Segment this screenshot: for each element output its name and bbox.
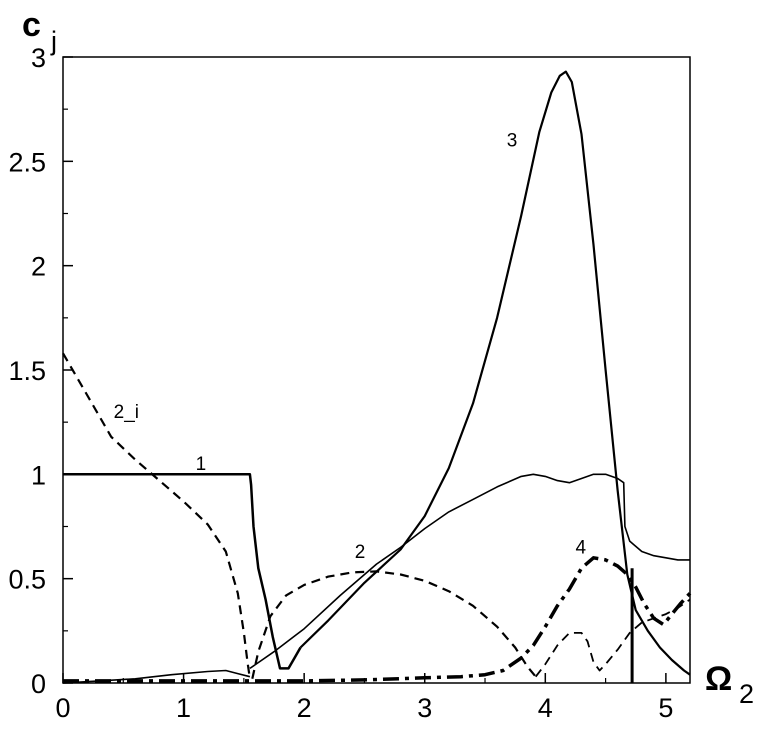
x-tick-label: 2 bbox=[297, 693, 312, 723]
x-tick-label: 3 bbox=[417, 693, 432, 723]
curve-0 bbox=[63, 473, 302, 670]
y-tick-label: 2 bbox=[31, 252, 46, 282]
x-tick-label: 0 bbox=[55, 693, 70, 723]
curve-5 bbox=[63, 556, 692, 683]
x-axis-title-subscript: 2 bbox=[739, 679, 754, 709]
y-tick-label: 0.5 bbox=[8, 565, 46, 595]
x-tick-label: 4 bbox=[538, 693, 553, 723]
y-axis-title: c bbox=[22, 6, 41, 44]
curve-1 bbox=[62, 352, 251, 679]
y-tick-label: 2.5 bbox=[8, 147, 46, 177]
y-tick-label: 1 bbox=[31, 460, 46, 490]
y-tick-label: 3 bbox=[31, 43, 46, 73]
curve-label: 4 bbox=[575, 538, 586, 559]
x-tick-label: 5 bbox=[658, 693, 673, 723]
y-axis-title-subscript: j bbox=[50, 26, 57, 56]
ticks-group: 0 1 2 3 4 5 0 0.5 1 1.5 2 2.5 3 bbox=[8, 43, 673, 723]
y-tick-label: 0 bbox=[31, 669, 46, 699]
curve-3 bbox=[299, 70, 691, 676]
curve-label: 2 bbox=[355, 542, 366, 563]
curve-6 bbox=[534, 598, 691, 678]
curve-label: 1 bbox=[196, 454, 207, 475]
labels-group: 1 2_i 2 3 4 bbox=[114, 131, 587, 563]
y-tick-label: 1.5 bbox=[8, 356, 46, 386]
plot-frame bbox=[62, 56, 691, 684]
curve-4 bbox=[249, 473, 690, 670]
x-tick-label: 1 bbox=[176, 693, 191, 723]
x-axis-title: Ω bbox=[705, 660, 732, 698]
curve-2 bbox=[251, 570, 537, 680]
curve-7 bbox=[62, 669, 251, 684]
curves-group bbox=[62, 70, 692, 684]
curve-label: 3 bbox=[507, 131, 518, 152]
curve-label: 2_i bbox=[114, 402, 139, 423]
